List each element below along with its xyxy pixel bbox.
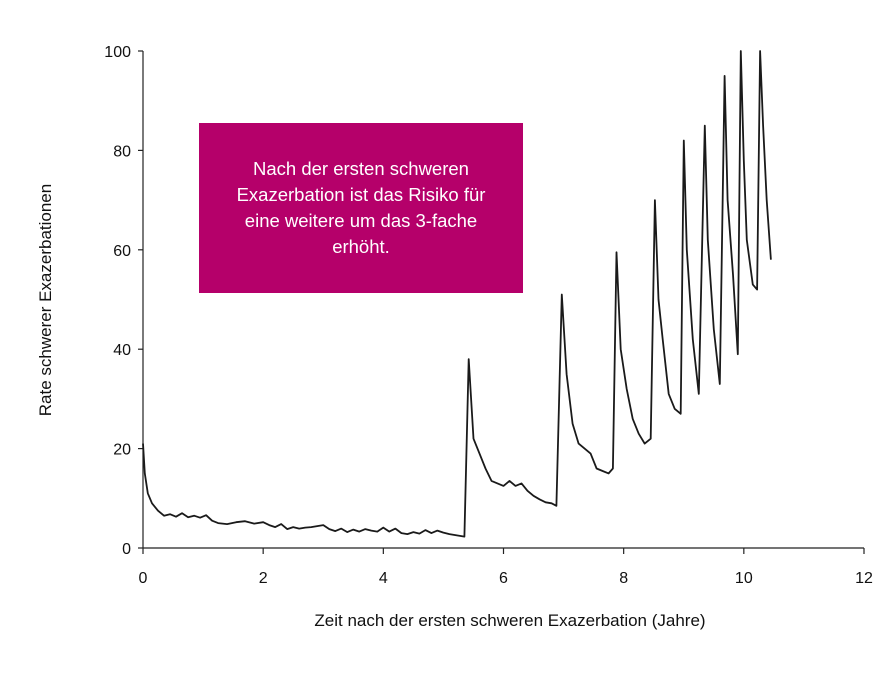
x-tick-label: 12 <box>855 570 873 587</box>
series-line <box>142 50 772 538</box>
x-tick-label: 6 <box>499 570 508 587</box>
x-tick-label: 2 <box>259 570 268 587</box>
y-tick-label: 80 <box>113 143 131 160</box>
annotation-text: Nach der ersten schweren Exazerbation is… <box>236 158 486 257</box>
x-ticks: 0 2 4 6 8 10 12 <box>139 548 873 587</box>
x-tick-label: 8 <box>619 570 628 587</box>
y-tick-label: 100 <box>104 44 131 61</box>
x-tick-label: 0 <box>139 570 148 587</box>
y-tick-label: 40 <box>113 342 131 359</box>
y-tick-label: 0 <box>122 541 131 558</box>
x-axis-title: Zeit nach der ersten schweren Exazerbati… <box>314 611 705 630</box>
y-tick-label: 60 <box>113 243 131 260</box>
y-axis-title: Rate schwerer Exazerbationen <box>36 184 55 416</box>
x-tick-label: 4 <box>379 570 388 587</box>
y-tick-label: 20 <box>113 442 131 459</box>
y-ticks: 0 20 40 60 80 100 <box>104 44 143 558</box>
annotation-box: Nach der ersten schweren Exazerbation is… <box>199 123 523 293</box>
x-tick-label: 10 <box>735 570 753 587</box>
